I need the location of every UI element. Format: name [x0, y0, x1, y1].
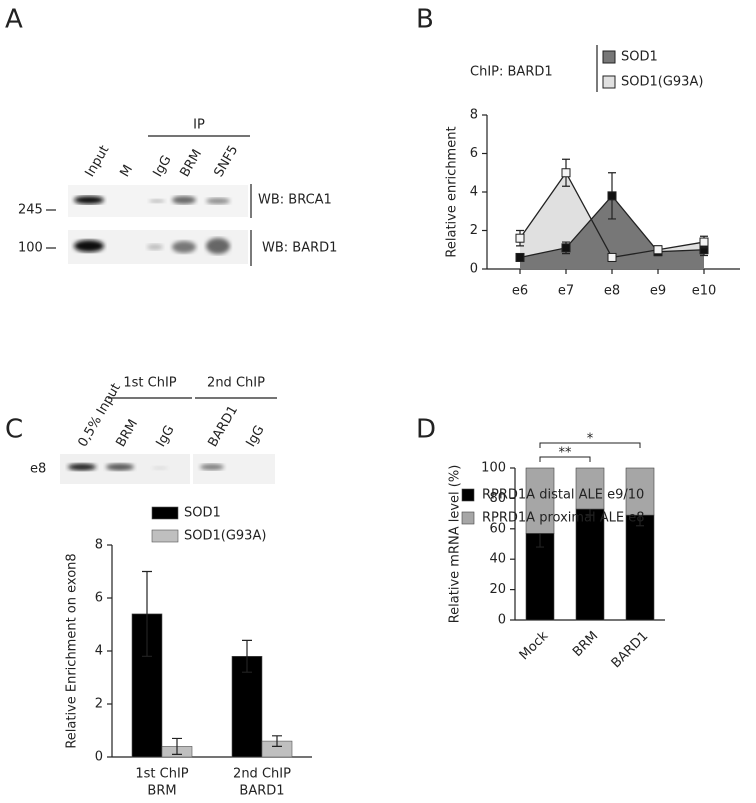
legend-swatch: [151, 529, 179, 543]
y-tick-label: 2: [95, 697, 103, 712]
error-bar: [242, 639, 252, 673]
panel-letter: A: [5, 5, 23, 35]
y-axis-label: Relative Enrichment on exon8: [65, 553, 80, 748]
y-tick-label: 60: [489, 521, 506, 536]
x-group-label: 2nd ChIP: [233, 767, 291, 782]
x-tick-label: e6: [512, 284, 528, 299]
x-tick-label: BRM: [147, 784, 176, 799]
y-tick-label: 6: [95, 591, 103, 606]
marker: [515, 233, 525, 243]
legend-swatch: [461, 488, 475, 502]
marker: [699, 237, 709, 247]
error-bar: [172, 737, 182, 755]
marker: [561, 243, 571, 253]
blot-strip: [68, 185, 248, 264]
y-tick-label: 4: [470, 185, 478, 200]
legend-swatch: [602, 50, 616, 64]
row-label: WB: BRCA1: [258, 193, 332, 208]
marker: [607, 252, 617, 262]
legend-label: SOD1(G93A): [621, 75, 703, 90]
lane-label: BRM: [178, 147, 206, 180]
y-tick-label: 0: [95, 750, 103, 765]
row-label: WB: BARD1: [262, 241, 337, 256]
y-tick-label: 8: [470, 108, 478, 123]
panel-letter: C: [5, 415, 23, 445]
legend-swatch: [602, 75, 616, 89]
x-tick-label: e8: [604, 284, 620, 299]
lane-label: IgG: [154, 423, 178, 450]
legend-label: SOD1: [184, 506, 221, 521]
y-tick-label: 8: [95, 538, 103, 553]
marker-label: 245: [18, 203, 43, 218]
bar: [231, 655, 263, 758]
group-label: 1st ChIP: [123, 376, 176, 391]
bar-segment: [575, 467, 605, 510]
ip-label: IP: [193, 118, 205, 133]
group-label: 2nd ChIP: [207, 376, 265, 391]
y-axis-label: Relative mRNA level (%): [448, 465, 463, 624]
legend-label: SOD1: [621, 50, 658, 65]
bar-segment: [625, 467, 655, 516]
x-tick-label: BARD1: [239, 784, 284, 799]
y-tick-label: 80: [489, 491, 506, 506]
marker: [607, 191, 617, 201]
marker: [515, 252, 525, 262]
marker: [561, 168, 571, 178]
lane-label: IgG: [244, 423, 268, 450]
marker-label: 100: [18, 241, 43, 256]
lane-label: M: [118, 163, 137, 180]
bar-segment: [525, 467, 555, 534]
legend-title: ChIP: BARD1: [470, 65, 553, 80]
blot-strip: [60, 454, 275, 484]
y-tick-label: 6: [470, 146, 478, 161]
y-tick-label: 20: [489, 582, 506, 597]
y-tick-label: 2: [470, 223, 478, 238]
bar-segment: [625, 514, 655, 621]
y-axis-label: Relative enrichment: [445, 126, 460, 257]
bar-segment: [575, 508, 605, 621]
lane-label: SNF5: [212, 143, 242, 180]
x-tick-label: BRM: [570, 629, 601, 660]
row-label: e8: [30, 462, 46, 477]
panel-letter: D: [416, 415, 436, 445]
legend-label: RPRD1A proximal ALE e8: [482, 511, 645, 526]
lane-label: BARD1: [206, 403, 242, 450]
significance-label: *: [587, 432, 594, 447]
y-tick-label: 4: [95, 644, 103, 659]
y-tick-label: 100: [481, 461, 506, 476]
error-bar: [142, 570, 152, 657]
x-tick-label: e7: [558, 284, 574, 299]
legend-swatch: [151, 506, 179, 520]
legend-swatch: [461, 511, 475, 525]
significance-label: **: [559, 446, 573, 461]
lane-label: IgG: [151, 153, 175, 180]
lane-label: BRM: [114, 417, 142, 450]
x-tick-label: e10: [692, 284, 717, 299]
error-bar: [272, 735, 282, 747]
legend-label: SOD1(G93A): [184, 529, 266, 544]
x-tick-label: e9: [650, 284, 666, 299]
significance-bracket: [539, 442, 641, 448]
x-tick-label: Mock: [517, 628, 552, 663]
y-tick-label: 0: [498, 613, 506, 628]
marker: [653, 245, 663, 255]
y-tick-label: 0: [470, 262, 478, 277]
legend-label: RPRD1A distal ALE e9/10: [482, 488, 644, 503]
y-tick-label: 40: [489, 552, 506, 567]
significance-bracket: [539, 456, 591, 462]
lane-label: Input: [83, 143, 113, 180]
x-tick-label: BARD1: [609, 629, 652, 672]
x-group-label: 1st ChIP: [135, 767, 188, 782]
panel-letter: B: [416, 5, 434, 35]
